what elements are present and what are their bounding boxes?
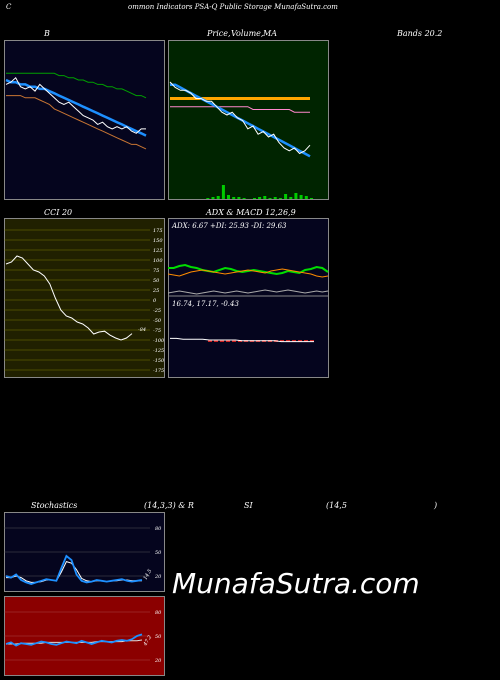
bb-lower-line — [6, 95, 147, 150]
macd-hist-bar — [214, 340, 218, 342]
volume-bar — [263, 196, 267, 199]
cci-tick-label: -75 — [153, 328, 161, 334]
volume-bar — [289, 197, 293, 199]
rsi-value-label: 47.2 — [142, 634, 153, 648]
macd-hist-bar — [232, 340, 236, 342]
volume-bar — [258, 197, 262, 199]
rsi-params-close: ) — [434, 501, 438, 510]
adx-minus-di-line — [168, 268, 329, 278]
stoch-value-label: 14.5 — [143, 568, 154, 581]
cci-tick-label: -125 — [153, 348, 164, 354]
bollinger-label: B — [44, 29, 50, 38]
volume-bar — [284, 194, 288, 199]
ma-label: MA — [263, 29, 277, 38]
bollinger-chart — [4, 40, 165, 200]
volume-bar — [211, 197, 215, 199]
adx-chart: ADX: 6.67 +DI: 25.93 -DI: 29.63 16.74, 1… — [168, 218, 329, 378]
macd-hist-bar — [280, 340, 284, 342]
macd-hist-bar — [298, 340, 302, 342]
cci-chart: 175 150 125 100 75 50 25 0 -25 -50 -75 -100 -125 -150… — [4, 218, 165, 378]
macd-line — [170, 337, 314, 343]
cci-tick-label: 100 — [153, 258, 163, 264]
volume-bar — [278, 198, 282, 199]
cci-tick-label: 175 — [153, 228, 163, 234]
price-label: Price, — [207, 29, 231, 38]
rsi-line — [5, 633, 143, 647]
cci-tick-label: 50 — [153, 278, 160, 284]
cci-tick-label: 75 — [153, 268, 159, 274]
bb-upper-line — [6, 72, 147, 99]
bands-label: Bands 20.2 — [397, 29, 443, 38]
volume-bar — [299, 195, 303, 199]
macd-hist-bar — [208, 340, 212, 342]
ma-pink-line — [170, 106, 310, 113]
cci-line — [5, 255, 133, 341]
rsi-tick-label: 20 — [154, 658, 162, 664]
macd-hist-bar — [310, 340, 314, 342]
cci-tick-label: 0 — [153, 298, 157, 304]
rsi-params-label: (14,5 — [326, 501, 347, 510]
volume-bar — [268, 198, 272, 199]
volume-label: Volume, — [231, 29, 264, 38]
watermark: MunafaSutra.com — [172, 567, 420, 600]
stoch-tick-label: 20 — [154, 574, 162, 580]
cci-value-label: -84 — [138, 327, 146, 333]
cci-tick-label: 150 — [153, 238, 163, 244]
volume-bar — [221, 185, 225, 199]
macd-hist-bar — [292, 340, 296, 342]
volume-bar — [253, 198, 256, 199]
adx-values-text: ADX: 6.67 +DI: 25.93 -DI: 29.63 — [171, 222, 287, 230]
volume-bar — [232, 197, 236, 199]
stochastics-chart: 80 50 20 14.5 — [4, 512, 165, 592]
volume-bar — [242, 198, 246, 199]
volume-bar — [216, 196, 220, 199]
rsi-tick-label: 80 — [155, 610, 162, 616]
volume-bar — [237, 197, 241, 199]
macd-values-text: 16.74, 17.17, -0.43 — [172, 300, 239, 308]
stoch-tick-label: 50 — [155, 550, 162, 556]
header-title: ommon Indicators PSA-Q Public Storage Mu… — [128, 3, 338, 11]
cci-tick-label: -25 — [153, 308, 161, 314]
cci-label: CCI 20 — [44, 208, 73, 217]
macd-hist-bar — [286, 340, 290, 342]
stoch-tick-label: 80 — [155, 526, 162, 532]
rsi-tick-label: 50 — [155, 634, 162, 640]
rsi-label: SI — [244, 501, 253, 510]
cci-tick-label: -150 — [153, 358, 165, 364]
header-title-left: C — [6, 3, 12, 11]
price-line — [169, 81, 311, 155]
cci-tick-label: 25 — [152, 288, 159, 294]
macd-hist-bar — [226, 340, 230, 342]
volume-bar — [310, 198, 313, 199]
macd-hist-bar — [304, 340, 308, 342]
bb-middle-line — [5, 78, 147, 137]
bb-price-line — [5, 77, 146, 134]
adx-label: ADX & MACD 12,26,9 — [206, 208, 296, 217]
stoch-label: Stochastics — [31, 501, 78, 510]
volume-bar — [273, 197, 277, 199]
cci-tick-label: -100 — [153, 338, 165, 344]
price-chart — [168, 40, 329, 200]
adx-line — [168, 289, 329, 295]
stoch-k-line — [5, 554, 143, 585]
volume-bar — [227, 195, 230, 199]
stoch-params-label: (14,3,3) & R — [144, 501, 194, 510]
cci-tick-label: -175 — [153, 368, 164, 374]
cci-tick-label: 125 — [153, 248, 163, 254]
macd-hist-bar — [220, 340, 224, 342]
rsi-chart: 80 50 20 47.2 — [4, 596, 165, 676]
volume-bar — [304, 196, 308, 199]
cci-tick-label: -50 — [153, 318, 162, 324]
volume-bar — [206, 198, 210, 199]
volume-bar — [294, 193, 298, 199]
